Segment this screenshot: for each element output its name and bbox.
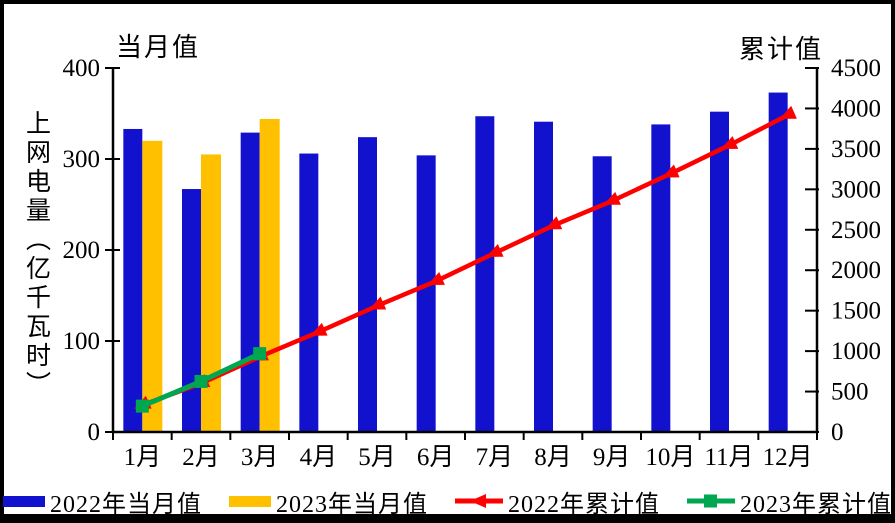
x-axis-month-label: 8月 [534, 444, 572, 471]
legend-line-glyph [455, 494, 503, 508]
marker-2022-11月 [720, 136, 739, 149]
y-axis-unit-label: 上网电量（亿千瓦时） [22, 110, 50, 400]
bar-2022-9月 [592, 156, 612, 432]
x-axis-month-label: 9月 [593, 444, 631, 471]
marker-2023-3月 [253, 347, 267, 361]
bar-2022-8月 [534, 121, 553, 432]
x-axis-month-label: 6月 [417, 444, 455, 471]
legend-line-square-icon [687, 493, 735, 509]
bar-2022-2月 [182, 189, 201, 432]
right-axis-tick-label: 500 [831, 379, 869, 406]
right-axis-tick-label: 2000 [831, 257, 881, 284]
bar-2023-1月 [142, 140, 163, 433]
x-axis-month-label: 1月 [124, 444, 162, 471]
left-axis-title: 当月值 [116, 33, 201, 62]
bar-2022-6月 [416, 155, 436, 433]
bar-2022-4月 [299, 153, 319, 433]
marker-2022-8月 [544, 216, 563, 230]
legend-label: 2022年累计值 [508, 491, 660, 518]
left-axis-tick-label: 300 [63, 146, 101, 173]
x-axis-month-label: 7月 [476, 444, 514, 471]
bar-2022-5月 [358, 137, 377, 432]
legend-label: 2022年当月值 [50, 491, 202, 518]
marker-2023-2月 [194, 374, 208, 388]
x-axis-month-label: 2月 [182, 444, 220, 471]
left-axis-tick-label: 100 [63, 328, 101, 355]
legend-swatch-bar-icon [3, 495, 45, 507]
legend-swatch-bar-icon [229, 495, 271, 507]
bar-2022-3月 [240, 132, 260, 433]
legend-item-2023-monthly: 2023年当月值 [229, 484, 428, 519]
right-axis-tick-label: 3000 [831, 176, 881, 203]
line-2022-cumulative [141, 113, 789, 408]
legend-item-2023-cumulative: 2023年累计值 [687, 484, 892, 519]
marker-2022-10月 [662, 164, 680, 178]
marker-2022-4月 [310, 322, 328, 336]
right-axis-tick-label: 4000 [831, 95, 881, 122]
bar-2022-1月 [123, 128, 143, 432]
bar-2023-3月 [259, 118, 280, 433]
right-axis-title: 累计值 [739, 35, 824, 64]
right-axis-tick-label: 2500 [831, 217, 881, 244]
legend-label: 2023年累计值 [740, 491, 892, 518]
legend-item-2022-cumulative: 2022年累计值 [455, 484, 660, 519]
right-axis-tick-label: 4500 [831, 55, 881, 82]
marker-2022-9月 [603, 191, 621, 205]
right-axis-tick-label: 0 [831, 419, 844, 446]
x-axis-month-label: 10月 [645, 444, 695, 471]
marker-2022-5月 [368, 296, 387, 310]
right-axis-tick-label: 1000 [831, 338, 881, 365]
marker-2022-12月 [779, 105, 797, 119]
bar-2022-7月 [475, 116, 495, 432]
marker-2023-1月 [135, 399, 149, 413]
x-axis-month-label: 4月 [300, 444, 338, 471]
x-axis-month-label: 3月 [241, 444, 279, 471]
right-axis-tick-label: 1500 [831, 298, 881, 325]
left-axis-tick-label: 200 [63, 237, 101, 264]
marker-2022-7月 [486, 243, 504, 257]
right-axis-tick-label: 3500 [831, 136, 881, 163]
bar-2022-12月 [768, 92, 788, 432]
left-axis-tick-label: 0 [88, 419, 101, 446]
bar-2023-2月 [201, 154, 221, 432]
bar-2022-10月 [651, 124, 671, 433]
left-axis-tick-label: 400 [63, 55, 101, 82]
marker-2022-6月 [427, 272, 445, 285]
x-axis-month-label: 5月 [358, 444, 396, 471]
legend-label: 2023年当月值 [276, 491, 428, 518]
legend-line-triangle-icon [455, 493, 503, 509]
x-axis-month-label: 12月 [763, 444, 813, 471]
x-axis-month-label: 11月 [704, 444, 753, 471]
legend-line-glyph [687, 494, 735, 508]
legend: 2022年当月值 2023年当月值 2022年累计值 2023年累计值 [0, 487, 895, 518]
bar-2022-11月 [710, 111, 729, 433]
legend-item-2022-monthly: 2022年当月值 [3, 484, 202, 519]
